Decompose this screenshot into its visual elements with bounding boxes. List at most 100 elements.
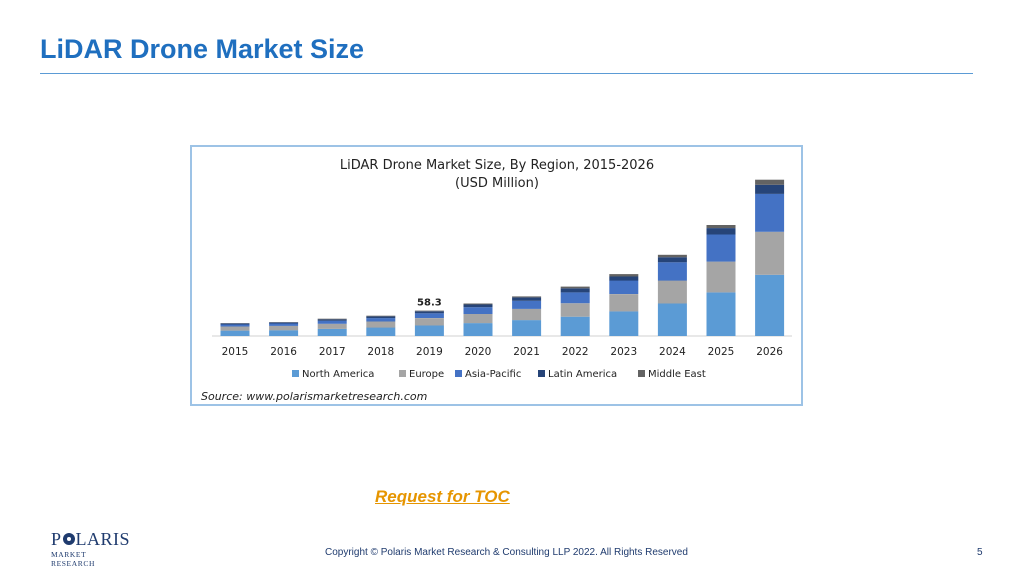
bar-asia-pacific-2017 <box>317 320 347 324</box>
bar-north-america-2019 <box>414 325 444 336</box>
bar-latin-america-2024 <box>657 257 687 263</box>
bar-europe-2018 <box>366 321 396 328</box>
legend-label-europe: Europe <box>409 369 444 380</box>
copyright-text: Copyright © Polaris Market Research & Co… <box>325 547 688 558</box>
bar-europe-2025 <box>706 261 736 293</box>
bar-europe-2017 <box>317 323 347 329</box>
bar-asia-pacific-2024 <box>657 262 687 281</box>
bar-asia-pacific-2018 <box>366 318 396 322</box>
bar-middle-east-2018 <box>366 315 396 317</box>
legend-swatch-north-america <box>292 370 299 377</box>
legend-swatch-latin-america <box>538 370 545 377</box>
legend-label-north-america: North America <box>302 369 374 380</box>
bar-europe-2024 <box>657 280 687 304</box>
bar-north-america-2022 <box>560 316 590 336</box>
bar-latin-america-2018 <box>366 316 396 319</box>
bar-europe-2015 <box>220 326 250 331</box>
x-tick-label: 2023 <box>610 346 637 358</box>
legend-swatch-europe <box>399 370 406 377</box>
x-tick-label: 2018 <box>367 346 394 358</box>
logo-subtitle: MARKET RESEARCH <box>51 550 95 568</box>
bar-north-america-2016 <box>269 330 299 336</box>
bar-latin-america-2021 <box>512 297 542 301</box>
logo-letter-p: P <box>51 529 62 549</box>
bar-europe-2020 <box>463 314 493 324</box>
data-label-2019: 58.3 <box>417 298 442 309</box>
bar-north-america-2021 <box>512 320 542 336</box>
bar-middle-east-2020 <box>463 303 493 305</box>
bar-europe-2023 <box>609 294 639 312</box>
slide-title: LiDAR Drone Market Size <box>40 34 365 64</box>
annotations: 58.3 <box>417 298 442 309</box>
x-tick-label: 2017 <box>319 346 346 358</box>
bar-north-america-2018 <box>366 327 396 336</box>
x-tick-label: 2026 <box>756 346 783 358</box>
bar-europe-2016 <box>269 325 299 331</box>
x-tick-label: 2021 <box>513 346 540 358</box>
bar-asia-pacific-2025 <box>706 234 736 262</box>
bar-asia-pacific-2020 <box>463 307 493 314</box>
bars-group <box>220 179 785 336</box>
bar-europe-2021 <box>512 308 542 321</box>
page-number: 5 <box>977 547 983 558</box>
bar-europe-2022 <box>560 303 590 317</box>
bar-europe-2019 <box>414 318 444 326</box>
bar-europe-2026 <box>755 231 785 275</box>
bar-latin-america-2020 <box>463 304 493 308</box>
x-tick-label: 2022 <box>562 346 589 358</box>
x-tick-label: 2016 <box>270 346 297 358</box>
x-tick-labels: 2015 2016 2017 2018 2019 2020 2021 2022 2023 2024… <box>222 346 784 358</box>
legend-label-asia-pacific: Asia-Pacific <box>465 369 521 380</box>
legend-swatch-middle-east <box>638 370 645 377</box>
bar-latin-america-2026 <box>755 184 785 194</box>
bar-middle-east-2017 <box>317 318 347 320</box>
bar-latin-america-2019 <box>414 311 444 314</box>
bar-north-america-2025 <box>706 292 736 336</box>
bar-asia-pacific-2016 <box>269 323 299 326</box>
title-divider <box>40 73 973 74</box>
bar-latin-america-2015 <box>220 323 250 325</box>
bar-middle-east-2024 <box>657 254 687 258</box>
request-toc-link[interactable]: Request for TOC <box>375 487 510 506</box>
chart-subtitle: (USD Million) <box>455 176 539 191</box>
chart-frame: LiDAR Drone Market Size, By Region, 2015… <box>190 145 803 406</box>
bar-asia-pacific-2015 <box>220 324 250 327</box>
stacked-bar-chart: LiDAR Drone Market Size, By Region, 2015… <box>212 158 792 380</box>
logo-letters: LARIS <box>75 529 131 549</box>
bar-middle-east-2019 <box>414 310 444 312</box>
bar-asia-pacific-2019 <box>414 313 444 318</box>
legend-label-latin-america: Latin America <box>548 369 617 380</box>
bar-north-america-2024 <box>657 303 687 336</box>
legend-label-middle-east: Middle East <box>648 369 706 380</box>
polaris-logo: P LARIS MARKET RESEARCH <box>51 530 131 568</box>
bar-latin-america-2023 <box>609 276 639 281</box>
logo-wordmark: P LARIS <box>51 530 131 548</box>
bar-middle-east-2022 <box>560 286 590 289</box>
bar-latin-america-2016 <box>269 322 299 324</box>
bar-asia-pacific-2023 <box>609 280 639 294</box>
bar-north-america-2023 <box>609 311 639 336</box>
x-tick-label: 2024 <box>659 346 686 358</box>
x-tick-label: 2019 <box>416 346 443 358</box>
x-tick-label: 2015 <box>222 346 249 358</box>
x-tick-label: 2020 <box>465 346 492 358</box>
chart-title: LiDAR Drone Market Size, By Region, 2015… <box>340 158 654 173</box>
source-text: Source: www.polarismarketresearch.com <box>201 390 428 403</box>
bar-asia-pacific-2022 <box>560 292 590 304</box>
bar-latin-america-2025 <box>706 228 736 235</box>
bar-north-america-2020 <box>463 323 493 336</box>
x-tick-label: 2025 <box>708 346 735 358</box>
bar-latin-america-2022 <box>560 288 590 293</box>
legend: North America Europe Asia-Pacific Latin Ame… <box>292 369 706 380</box>
bar-north-america-2017 <box>317 328 347 336</box>
bar-asia-pacific-2021 <box>512 300 542 309</box>
bar-middle-east-2026 <box>755 179 785 185</box>
bar-middle-east-2025 <box>706 225 736 228</box>
bar-middle-east-2021 <box>512 296 542 298</box>
bar-north-america-2015 <box>220 330 250 336</box>
bar-asia-pacific-2026 <box>755 193 785 232</box>
bar-north-america-2026 <box>755 274 785 336</box>
logo-compass-icon <box>62 533 75 545</box>
bar-middle-east-2023 <box>609 274 639 277</box>
legend-swatch-asia-pacific <box>455 370 462 377</box>
